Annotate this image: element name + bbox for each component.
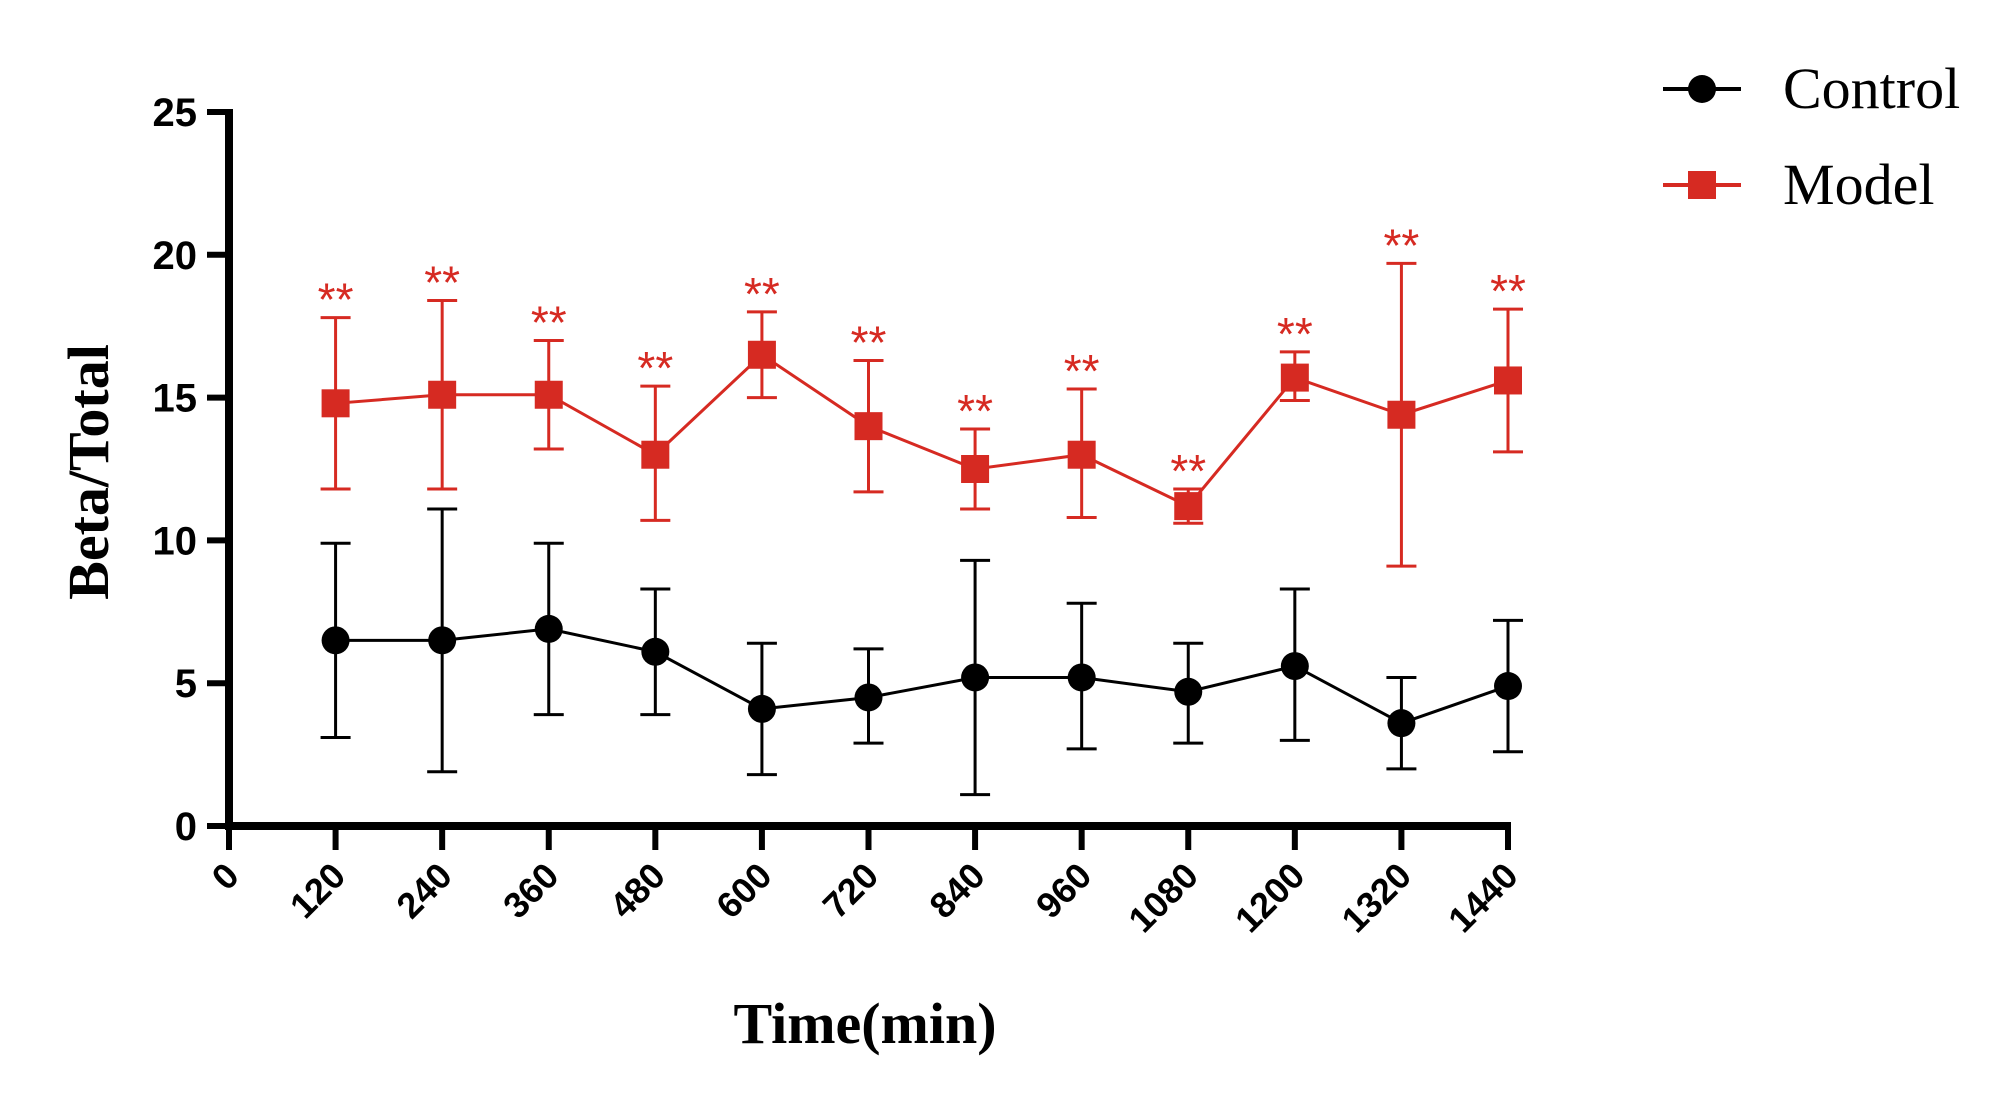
control-point xyxy=(1280,652,1309,681)
y-tick-label: 0 xyxy=(175,805,197,849)
legend: Control Model xyxy=(1663,56,1960,217)
y-tick-label: 10 xyxy=(153,519,198,563)
x-tick-label: 840 xyxy=(921,855,992,926)
significance-label: ** xyxy=(1384,219,1420,271)
significance-label: ** xyxy=(1490,265,1526,317)
legend-control-label: Control xyxy=(1783,56,1960,121)
legend-item-model: Model xyxy=(1663,152,1934,217)
model-point xyxy=(534,380,563,409)
x-tick-label: 1440 xyxy=(1440,855,1526,941)
control-point xyxy=(321,626,350,655)
significance-label: ** xyxy=(637,342,673,394)
model-point xyxy=(321,389,350,418)
x-tick-label: 1080 xyxy=(1120,855,1206,941)
control-point xyxy=(1387,709,1416,738)
control-point xyxy=(1067,663,1096,692)
model-point xyxy=(747,340,776,369)
y-tick-label: 5 xyxy=(175,662,197,706)
legend-model-marker xyxy=(1688,171,1716,199)
control-point xyxy=(428,626,457,655)
control-point xyxy=(534,614,563,643)
model-point xyxy=(1067,440,1096,469)
model-point xyxy=(1387,400,1416,429)
model-point xyxy=(854,412,883,441)
x-tick-label: 120 xyxy=(282,855,353,926)
significance-label: ** xyxy=(318,274,354,326)
control-point xyxy=(1494,672,1522,701)
x-tick-label: 240 xyxy=(388,855,459,926)
x-axis-title: Time(min) xyxy=(733,991,996,1056)
significance-label: ** xyxy=(851,316,887,368)
model-point xyxy=(1494,366,1522,395)
control-point xyxy=(961,663,990,692)
control-point xyxy=(747,694,776,723)
model-line xyxy=(335,352,1509,508)
significance-label: ** xyxy=(957,385,993,437)
x-tick-label: 600 xyxy=(708,855,779,926)
legend-item-control: Control xyxy=(1663,56,1960,121)
model-point xyxy=(1174,492,1203,521)
significance-label: ** xyxy=(531,296,567,348)
control-series xyxy=(320,507,1523,797)
significance-label: ** xyxy=(1064,345,1100,397)
y-tick-label: 25 xyxy=(153,91,198,135)
model-point xyxy=(1280,363,1309,392)
legend-control-marker xyxy=(1688,75,1716,103)
model-point xyxy=(641,440,670,469)
x-tick-label: 1320 xyxy=(1333,855,1419,941)
x-tick-label: 360 xyxy=(495,855,566,926)
control-point xyxy=(1174,677,1203,706)
y-tick-label: 15 xyxy=(153,377,198,421)
x-tick-label: 720 xyxy=(815,855,886,926)
model-point xyxy=(428,380,457,409)
x-tick-label: 960 xyxy=(1028,855,1099,926)
control-point xyxy=(854,683,883,712)
control-point xyxy=(641,637,670,666)
control-line xyxy=(335,627,1509,725)
x-tick-label: 480 xyxy=(602,855,673,926)
x-tick-label: 0 xyxy=(204,855,247,898)
legend-model-label: Model xyxy=(1783,152,1934,217)
significance-label: ** xyxy=(1170,445,1206,497)
significance-label: ** xyxy=(744,268,780,320)
y-axis-title: Beta/Total xyxy=(56,344,121,600)
model-point xyxy=(961,455,990,483)
significance-label: ** xyxy=(1277,308,1313,360)
significance-annotations: ** ** ** ** ** ** ** ** ** ** ** ** xyxy=(318,219,1526,497)
x-tick-label: 1200 xyxy=(1227,855,1313,941)
y-tick-label: 20 xyxy=(153,234,198,278)
model-series xyxy=(320,261,1523,568)
significance-label: ** xyxy=(424,256,460,308)
